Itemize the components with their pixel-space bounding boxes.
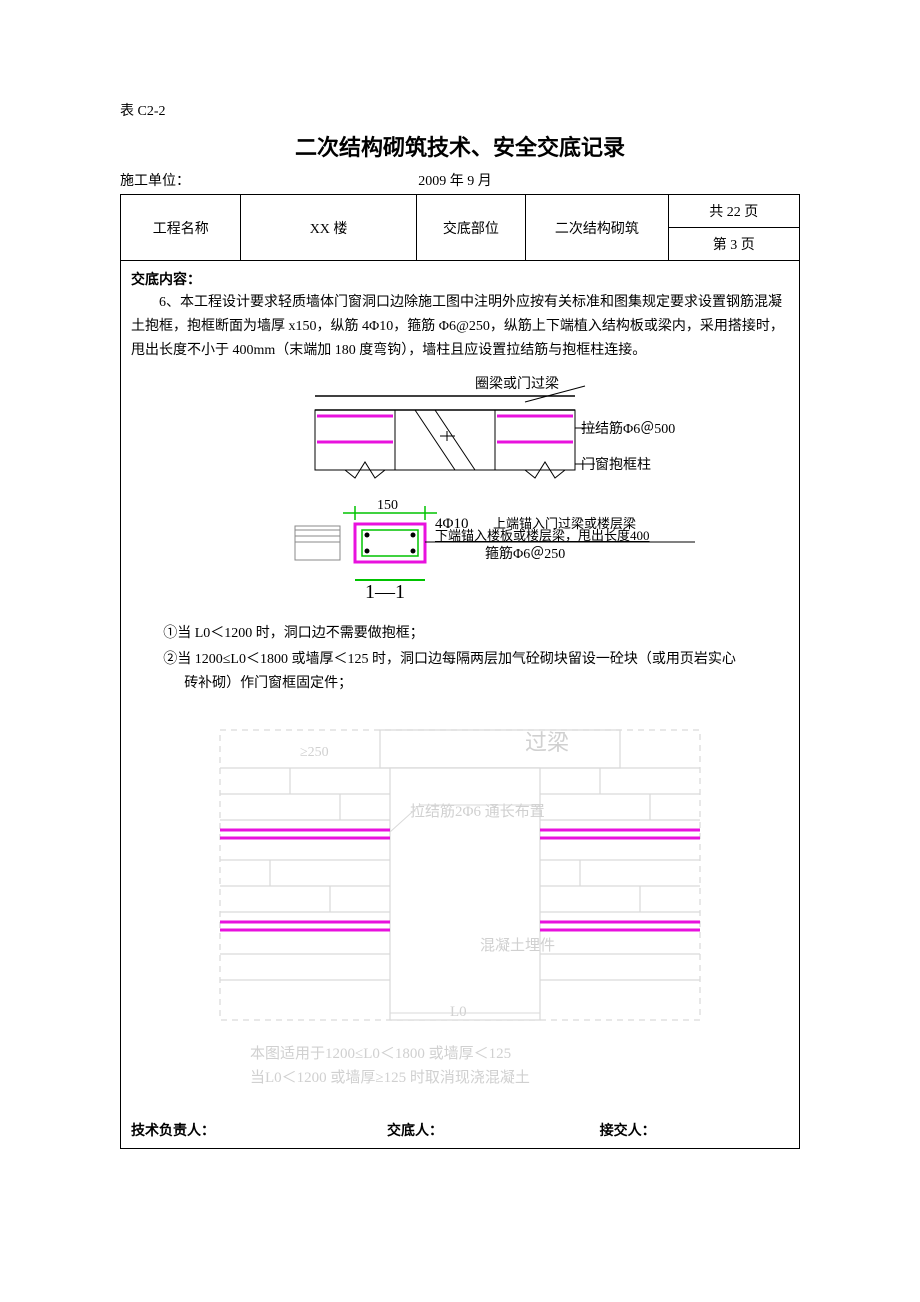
beam-label: 圈梁或门过梁 (475, 376, 559, 392)
col-label: 门窗抱框柱 (581, 456, 651, 473)
sig-receive: 接交人： (510, 1120, 789, 1140)
proj-name: XX 楼 (241, 195, 416, 261)
diagram-1: 圈梁或门过梁 拉结筋Φ6＠500 门窗抱框柱 150 (131, 376, 789, 616)
part-name: 二次结构砌筑 (526, 195, 668, 261)
dim-250: ≥250 (300, 745, 329, 760)
caption-2: 当L0＜1200 或墙厚≥125 时取消现浇混凝土 (250, 1069, 530, 1086)
content-box: 交底内容： 6、本工程设计要求轻质墙体门窗洞口边除施工图中注明外应按有关标准和图… (120, 261, 800, 1149)
sig-disclose: 交底人： (320, 1120, 509, 1140)
bottom-note: 下端锚入楼板或楼层梁，甩出长度400 (435, 528, 650, 543)
l0-label: L0 (450, 1004, 467, 1020)
total-pages: 共 22 页 (668, 195, 799, 228)
section-view: 150 4Φ10 上端锚入门过梁或楼层梁 (295, 498, 695, 603)
meta-row: 施工单位： 2009 年 9 月 (120, 170, 800, 190)
content-label: 交底内容： (131, 269, 789, 289)
elevation-view: 圈梁或门过梁 拉结筋Φ6＠500 门窗抱框柱 (315, 376, 675, 478)
stirrup-note: 箍筋Φ6＠250 (485, 545, 565, 562)
section-mark: 1—1 (365, 581, 405, 603)
date-text: 2009 年 9 月 (110, 170, 800, 190)
caption-1: 本图适用于1200≤L0＜1800 或墙厚＜125 (250, 1045, 511, 1062)
header-table: 工程名称 XX 楼 交底部位 二次结构砌筑 共 22 页 第 3 页 (120, 194, 800, 261)
diagram-2: 过梁 ≥250 拉结筋2Φ6 通长布置 混凝土埋件 L0 本图适用于1200≤L… (131, 710, 789, 1110)
dim-150: 150 (377, 498, 398, 513)
lintel-label: 过梁 (525, 730, 569, 755)
note-1: ①当 L0＜1200 时，洞口边不需要做抱框； (131, 622, 789, 646)
note-2: ②当 1200≤L0＜1800 或墙厚＜125 时，洞口边每隔两层加气砼砌块留设… (131, 648, 789, 696)
part-label: 交底部位 (416, 195, 526, 261)
sig-tech: 技术负责人： (131, 1120, 320, 1140)
table-code: 表 C2-2 (120, 100, 800, 120)
embed-label: 混凝土埋件 (480, 937, 555, 954)
signature-row: 技术负责人： 交底人： 接交人： (131, 1120, 789, 1140)
tie-label: 拉结筋Φ6＠500 (581, 420, 675, 437)
proj-label: 工程名称 (121, 195, 241, 261)
paragraph-6: 6、本工程设计要求轻质墙体门窗洞口边除施工图中注明外应按有关标准和图集规定要求设… (131, 291, 789, 362)
tie-2p6: 拉结筋2Φ6 通长布置 (410, 803, 545, 820)
page-no: 第 3 页 (668, 228, 799, 261)
doc-title: 二次结构砌筑技术、安全交底记录 (120, 130, 800, 162)
